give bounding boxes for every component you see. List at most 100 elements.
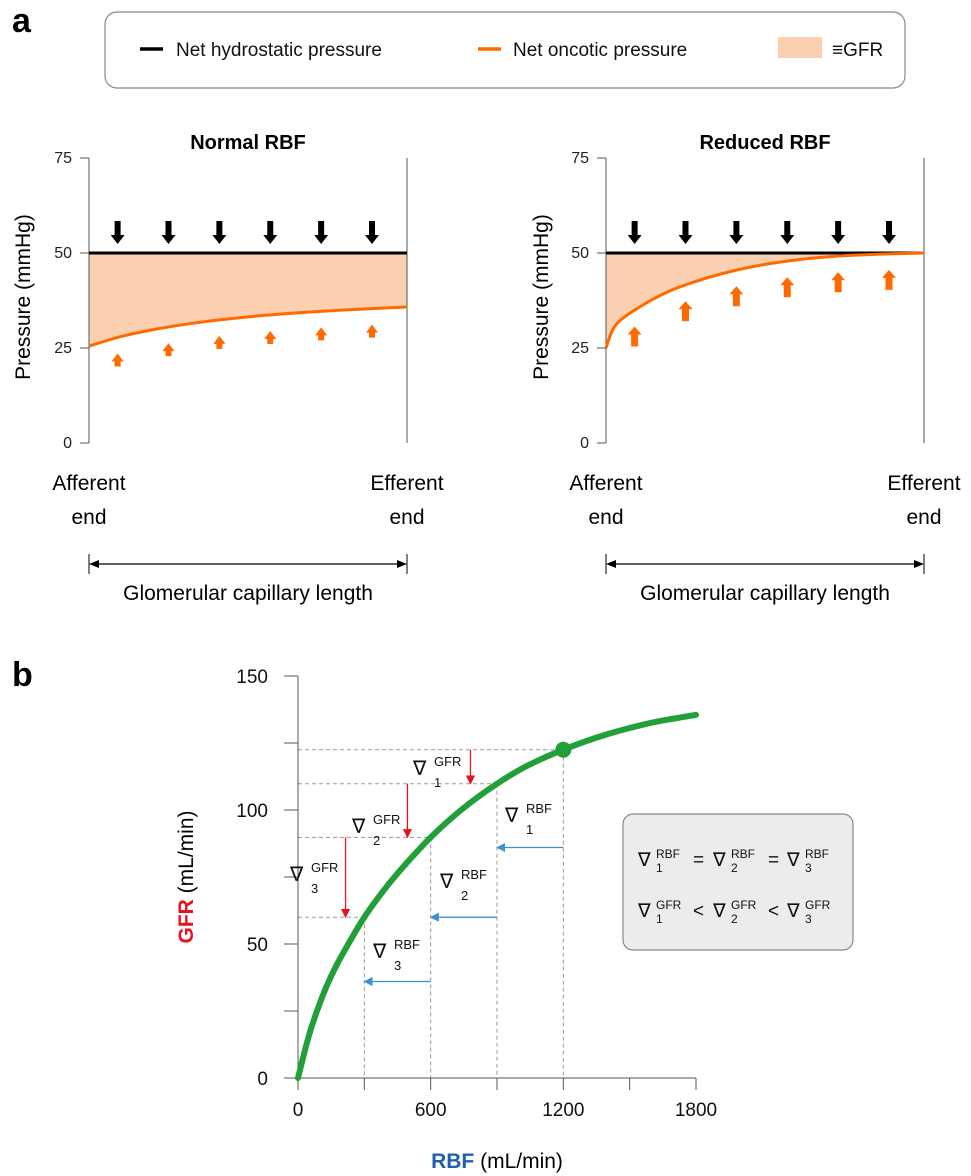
relation-box-bg — [622, 813, 854, 951]
oncotic-line-normal — [88, 305, 408, 348]
efferent-label-line1-reduced: Efferent — [887, 472, 960, 495]
y-tick-label-100: 100 — [236, 801, 268, 822]
hydrostatic-arrow-1-normal — [110, 221, 125, 244]
hydrostatic-arrow-3-normal — [212, 221, 227, 244]
box-eq-op-2: = — [768, 850, 779, 871]
oncotic-arrow-6-normal — [366, 324, 379, 338]
box-eq-op-1: = — [693, 850, 704, 871]
oncotic-arrow-2-reduced — [678, 301, 693, 322]
rbf-gradient-label-1: ∇ RBF 1 — [504, 801, 552, 837]
panel-label-a: a — [12, 2, 32, 40]
rbf-gradient-label-3-sup: RBF — [394, 937, 420, 952]
legend-gfr-label: ≡GFR — [832, 40, 883, 61]
length-arrowhead-right-reduced — [914, 560, 924, 568]
box-rbf-term-2-sup: RBF — [731, 847, 755, 861]
box-gfr-term-3-symbol: ∇ — [786, 901, 800, 922]
box-gfr-term-2-sup: GFR — [731, 898, 757, 912]
oncotic-arrow-5-reduced — [831, 272, 846, 293]
rbf-gradient-label-2-sup: RBF — [461, 867, 487, 882]
gfr-gradient-label-2-symbol: ∇ — [351, 816, 366, 838]
gfr-gradient-label-2: ∇ GFR 2 — [351, 812, 400, 848]
panel-label-b: b — [12, 656, 33, 694]
x-tick-label-600: 600 — [415, 1100, 447, 1121]
gfr-rbf-curve — [295, 711, 699, 1081]
oncotic-arrow-3-normal — [213, 335, 226, 349]
gfr-gradient-label-3-sup: GFR — [311, 860, 338, 875]
box-rbf-term-3-sub: 3 — [805, 861, 812, 875]
box-rbf-term-3-sup: RBF — [805, 847, 829, 861]
rbf-gradient-label-1-sub: 1 — [526, 822, 533, 837]
box-gfr-term-3-sub: 3 — [805, 912, 812, 926]
box-gfr-term-1-symbol: ∇ — [637, 901, 651, 922]
chart-title-normal: Normal RBF — [190, 132, 306, 154]
box-rbf-term-3-symbol: ∇ — [786, 850, 800, 871]
gfr-gradient-label-1: ∇ GFR 1 — [412, 754, 461, 790]
rbf-gradient-label-3: ∇ RBF 3 — [372, 937, 420, 973]
y-tick-label-50-reduced: 50 — [571, 245, 589, 262]
legend-gfr-swatch — [778, 37, 822, 58]
box-gfr-term-2-sub: 2 — [731, 912, 738, 926]
y-axis-label-gfr: GFR (mL/min) — [175, 811, 198, 944]
y-tick-label-0-reduced: 0 — [580, 435, 589, 452]
oncotic-arrow-4-reduced — [780, 277, 795, 298]
rbf-gradient-label-2-symbol: ∇ — [439, 871, 454, 893]
rbf-gradient-label-3-sub: 3 — [394, 958, 401, 973]
gfr-gradient-label-3-symbol: ∇ — [289, 864, 304, 886]
y-tick-label-50: 50 — [247, 935, 268, 956]
hydrostatic-arrow-2-normal — [161, 221, 176, 244]
y-tick-label-25-reduced: 25 — [571, 340, 589, 357]
y-tick-label-0: 0 — [257, 1069, 268, 1090]
oncotic-arrow-6-reduced — [882, 269, 897, 290]
rbf-gradient-label-2-sub: 2 — [461, 888, 468, 903]
y-tick-label-25-normal: 25 — [54, 340, 72, 357]
box-rbf-term-1-sub: 1 — [656, 861, 663, 875]
efferent-label-line2-normal: end — [389, 506, 424, 529]
oncotic-arrow-5-normal — [315, 327, 328, 341]
pressure-chart-normal: Normal RBF 0 25 50 75 Pressure (mmHg) Affer… — [12, 132, 444, 605]
y-tick-label-150: 150 — [236, 667, 268, 688]
gfr-gradient-label-2-sup: GFR — [373, 812, 400, 827]
hydrostatic-arrow-5-normal — [314, 221, 329, 244]
afferent-label-line2-normal: end — [71, 506, 106, 529]
box-gfr-term-1-sup: GFR — [656, 898, 682, 912]
rbf-gradient-label-2: ∇ RBF 2 — [439, 867, 487, 903]
box-gfr-term-2-symbol: ∇ — [712, 901, 726, 922]
box-lt-op-2: < — [768, 901, 779, 922]
box-rbf-term-1-symbol: ∇ — [637, 850, 651, 871]
oncotic-arrow-1-reduced — [627, 326, 642, 347]
box-rbf-term-1-sup: RBF — [656, 847, 680, 861]
x-tick-label-1800: 1800 — [675, 1100, 717, 1121]
x-axis-label-rbf-bold: RBF — [431, 1150, 474, 1173]
operating-point — [555, 741, 572, 758]
rbf-gradient-label-3-symbol: ∇ — [372, 941, 387, 963]
box-rbf-term-2-symbol: ∇ — [712, 850, 726, 871]
oncotic-arrow-3-reduced — [729, 286, 744, 307]
y-axis-label-gfr-bold: GFR — [175, 899, 198, 943]
hydrostatic-arrow-3-reduced — [729, 221, 744, 244]
hydrostatic-arrow-2-reduced — [678, 221, 693, 244]
gfr-gradient-label-2-sub: 2 — [373, 833, 380, 848]
gfr-area-reduced — [606, 253, 924, 348]
hydrostatic-arrow-5-reduced — [831, 221, 846, 244]
x-tick-label-0: 0 — [293, 1100, 304, 1121]
chart-title-reduced: Reduced RBF — [699, 132, 830, 154]
x-axis-label-rbf-rest: (mL/min) — [474, 1150, 563, 1173]
y-tick-label-0-normal: 0 — [63, 435, 72, 452]
hydrostatic-arrow-4-reduced — [780, 221, 795, 244]
x-tick-label-1200: 1200 — [542, 1100, 584, 1121]
x-axis-label-reduced: Glomerular capillary length — [640, 582, 890, 605]
y-axis-label-normal: Pressure (mmHg) — [12, 214, 35, 380]
y-tick-label-50-normal: 50 — [54, 245, 72, 262]
afferent-label-line2-reduced: end — [588, 506, 623, 529]
x-axis-label-normal: Glomerular capillary length — [123, 582, 373, 605]
gfr-gradient-label-3: ∇ GFR 3 — [289, 860, 338, 896]
box-gfr-term-1-sub: 1 — [656, 912, 663, 926]
oncotic-arrow-4-normal — [264, 330, 277, 344]
hydrostatic-arrow-6-reduced — [882, 221, 897, 244]
gfr-area-normal — [89, 253, 407, 347]
box-rbf-term-2-sub: 2 — [731, 861, 738, 875]
gfr-gradient-label-1-sup: GFR — [434, 754, 461, 769]
